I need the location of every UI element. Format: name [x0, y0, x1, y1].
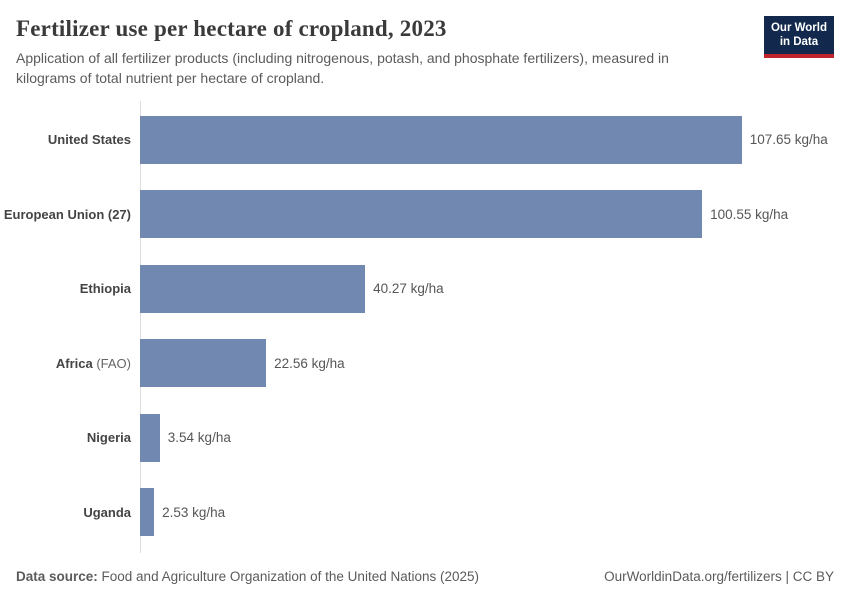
category-name: Uganda [83, 504, 131, 520]
bar-value-label: 22.56 kg/ha [274, 355, 345, 371]
bar-row-european-union: European Union (27) 100.55 kg/ha [0, 177, 850, 252]
bar-nigeria [140, 413, 160, 462]
bar-european-union [140, 190, 703, 239]
category-name: United States [47, 132, 131, 148]
bar-united-states [140, 115, 742, 164]
bar-value-label: 40.27 kg/ha [373, 281, 444, 297]
bar-area: 3.54 kg/ha [140, 401, 850, 476]
chart-subtitle: Application of all fertilizer products (… [16, 50, 669, 87]
category-label: Nigeria [0, 430, 140, 445]
category-label: European Union (27) [0, 207, 140, 222]
chart-header: Fertilizer use per hectare of cropland, … [0, 0, 850, 89]
chart-footer: Data source: Food and Agriculture Organi… [0, 569, 850, 584]
bar-ethiopia [140, 264, 366, 313]
bar-area: 100.55 kg/ha [140, 177, 850, 252]
category-label: Ethiopia [0, 281, 140, 296]
owid-logo-line2: in Data [779, 36, 819, 49]
data-source: Data source: Food and Agriculture Organi… [16, 569, 479, 584]
bar-area: 2.53 kg/ha [140, 475, 850, 550]
bar-row-africa: Africa (FAO) 22.56 kg/ha [0, 326, 850, 401]
owid-logo: Our World in Data [763, 16, 834, 58]
bar-chart: United States 107.65 kg/ha European Unio… [0, 100, 850, 553]
category-name: Nigeria [86, 430, 131, 446]
category-suffix: (FAO) [92, 355, 131, 371]
bar-area: 22.56 kg/ha [140, 326, 850, 401]
bar-value-label: 3.54 kg/ha [167, 430, 231, 446]
category-label: United States [0, 132, 140, 147]
data-source-text: Food and Agriculture Organization of the… [97, 568, 480, 584]
bar-value-label: 2.53 kg/ha [162, 504, 226, 520]
bar-row-united-states: United States 107.65 kg/ha [0, 103, 850, 178]
y-axis-line [140, 100, 141, 553]
category-name: European Union (27) [3, 206, 131, 222]
bar-africa [140, 339, 267, 388]
bar-area: 40.27 kg/ha [140, 252, 850, 327]
bar-rows: United States 107.65 kg/ha European Unio… [0, 101, 850, 550]
footer-link[interactable]: OurWorldinData.org/fertilizers | CC BY [604, 568, 834, 584]
owid-logo-line1: Our World [770, 22, 827, 34]
category-name: Africa [55, 355, 93, 371]
bar-uganda [140, 488, 155, 537]
bar-row-uganda: Uganda 2.53 kg/ha [0, 475, 850, 550]
category-label: Uganda [0, 505, 140, 520]
bar-value-label: 107.65 kg/ha [749, 132, 828, 148]
data-source-label: Data source: [16, 568, 98, 584]
bar-row-ethiopia: Ethiopia 40.27 kg/ha [0, 252, 850, 327]
bar-row-nigeria: Nigeria 3.54 kg/ha [0, 401, 850, 476]
bar-value-label: 100.55 kg/ha [710, 206, 789, 222]
bar-area: 107.65 kg/ha [140, 103, 850, 178]
category-name: Ethiopia [79, 281, 131, 297]
chart-title: Fertilizer use per hectare of cropland, … [16, 16, 447, 41]
category-label: Africa (FAO) [0, 356, 140, 371]
